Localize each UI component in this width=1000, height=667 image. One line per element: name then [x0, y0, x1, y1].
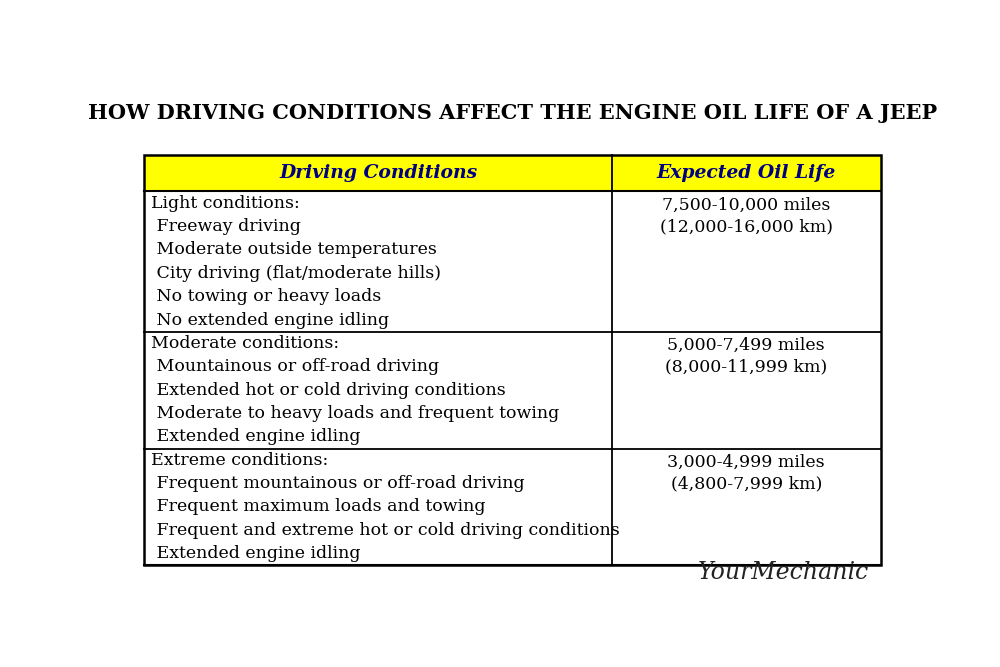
Text: No towing or heavy loads: No towing or heavy loads [151, 288, 381, 305]
Text: Moderate outside temperatures: Moderate outside temperatures [151, 241, 436, 258]
Text: Moderate conditions:: Moderate conditions: [151, 335, 339, 352]
Text: Extended engine idling: Extended engine idling [151, 428, 360, 446]
Text: 7,500-10,000 miles: 7,500-10,000 miles [662, 197, 830, 214]
Text: Frequent mountainous or off-road driving: Frequent mountainous or off-road driving [151, 475, 524, 492]
Text: Mountainous or off-road driving: Mountainous or off-road driving [151, 358, 439, 376]
Text: Extended engine idling: Extended engine idling [151, 545, 360, 562]
Text: Expected Oil Life: Expected Oil Life [657, 164, 836, 182]
Text: Light conditions:: Light conditions: [151, 195, 299, 211]
Text: Moderate to heavy loads and frequent towing: Moderate to heavy loads and frequent tow… [151, 405, 559, 422]
Text: 3,000-4,999 miles: 3,000-4,999 miles [667, 454, 825, 471]
Text: Extended hot or cold driving conditions: Extended hot or cold driving conditions [151, 382, 505, 399]
Text: Frequent maximum loads and towing: Frequent maximum loads and towing [151, 498, 485, 516]
Text: City driving (flat/moderate hills): City driving (flat/moderate hills) [151, 265, 441, 281]
Text: Extreme conditions:: Extreme conditions: [151, 452, 328, 469]
Text: (8,000-11,999 km): (8,000-11,999 km) [665, 358, 827, 376]
Text: HOW DRIVING CONDITIONS AFFECT THE ENGINE OIL LIFE OF A JEEP: HOW DRIVING CONDITIONS AFFECT THE ENGINE… [88, 103, 937, 123]
Text: No extended engine idling: No extended engine idling [151, 311, 389, 329]
Text: (4,800-7,999 km): (4,800-7,999 km) [671, 475, 822, 492]
Text: 5,000-7,499 miles: 5,000-7,499 miles [667, 338, 825, 354]
Bar [612, 155, 881, 191]
Text: Freeway driving: Freeway driving [151, 218, 300, 235]
Bar [144, 155, 612, 191]
Text: (12,000-16,000 km): (12,000-16,000 km) [660, 218, 833, 235]
Bar [144, 155, 881, 566]
Text: Frequent and extreme hot or cold driving conditions: Frequent and extreme hot or cold driving… [151, 522, 619, 539]
Text: Driving Conditions: Driving Conditions [279, 164, 477, 182]
Text: YourMechanic: YourMechanic [698, 562, 869, 584]
